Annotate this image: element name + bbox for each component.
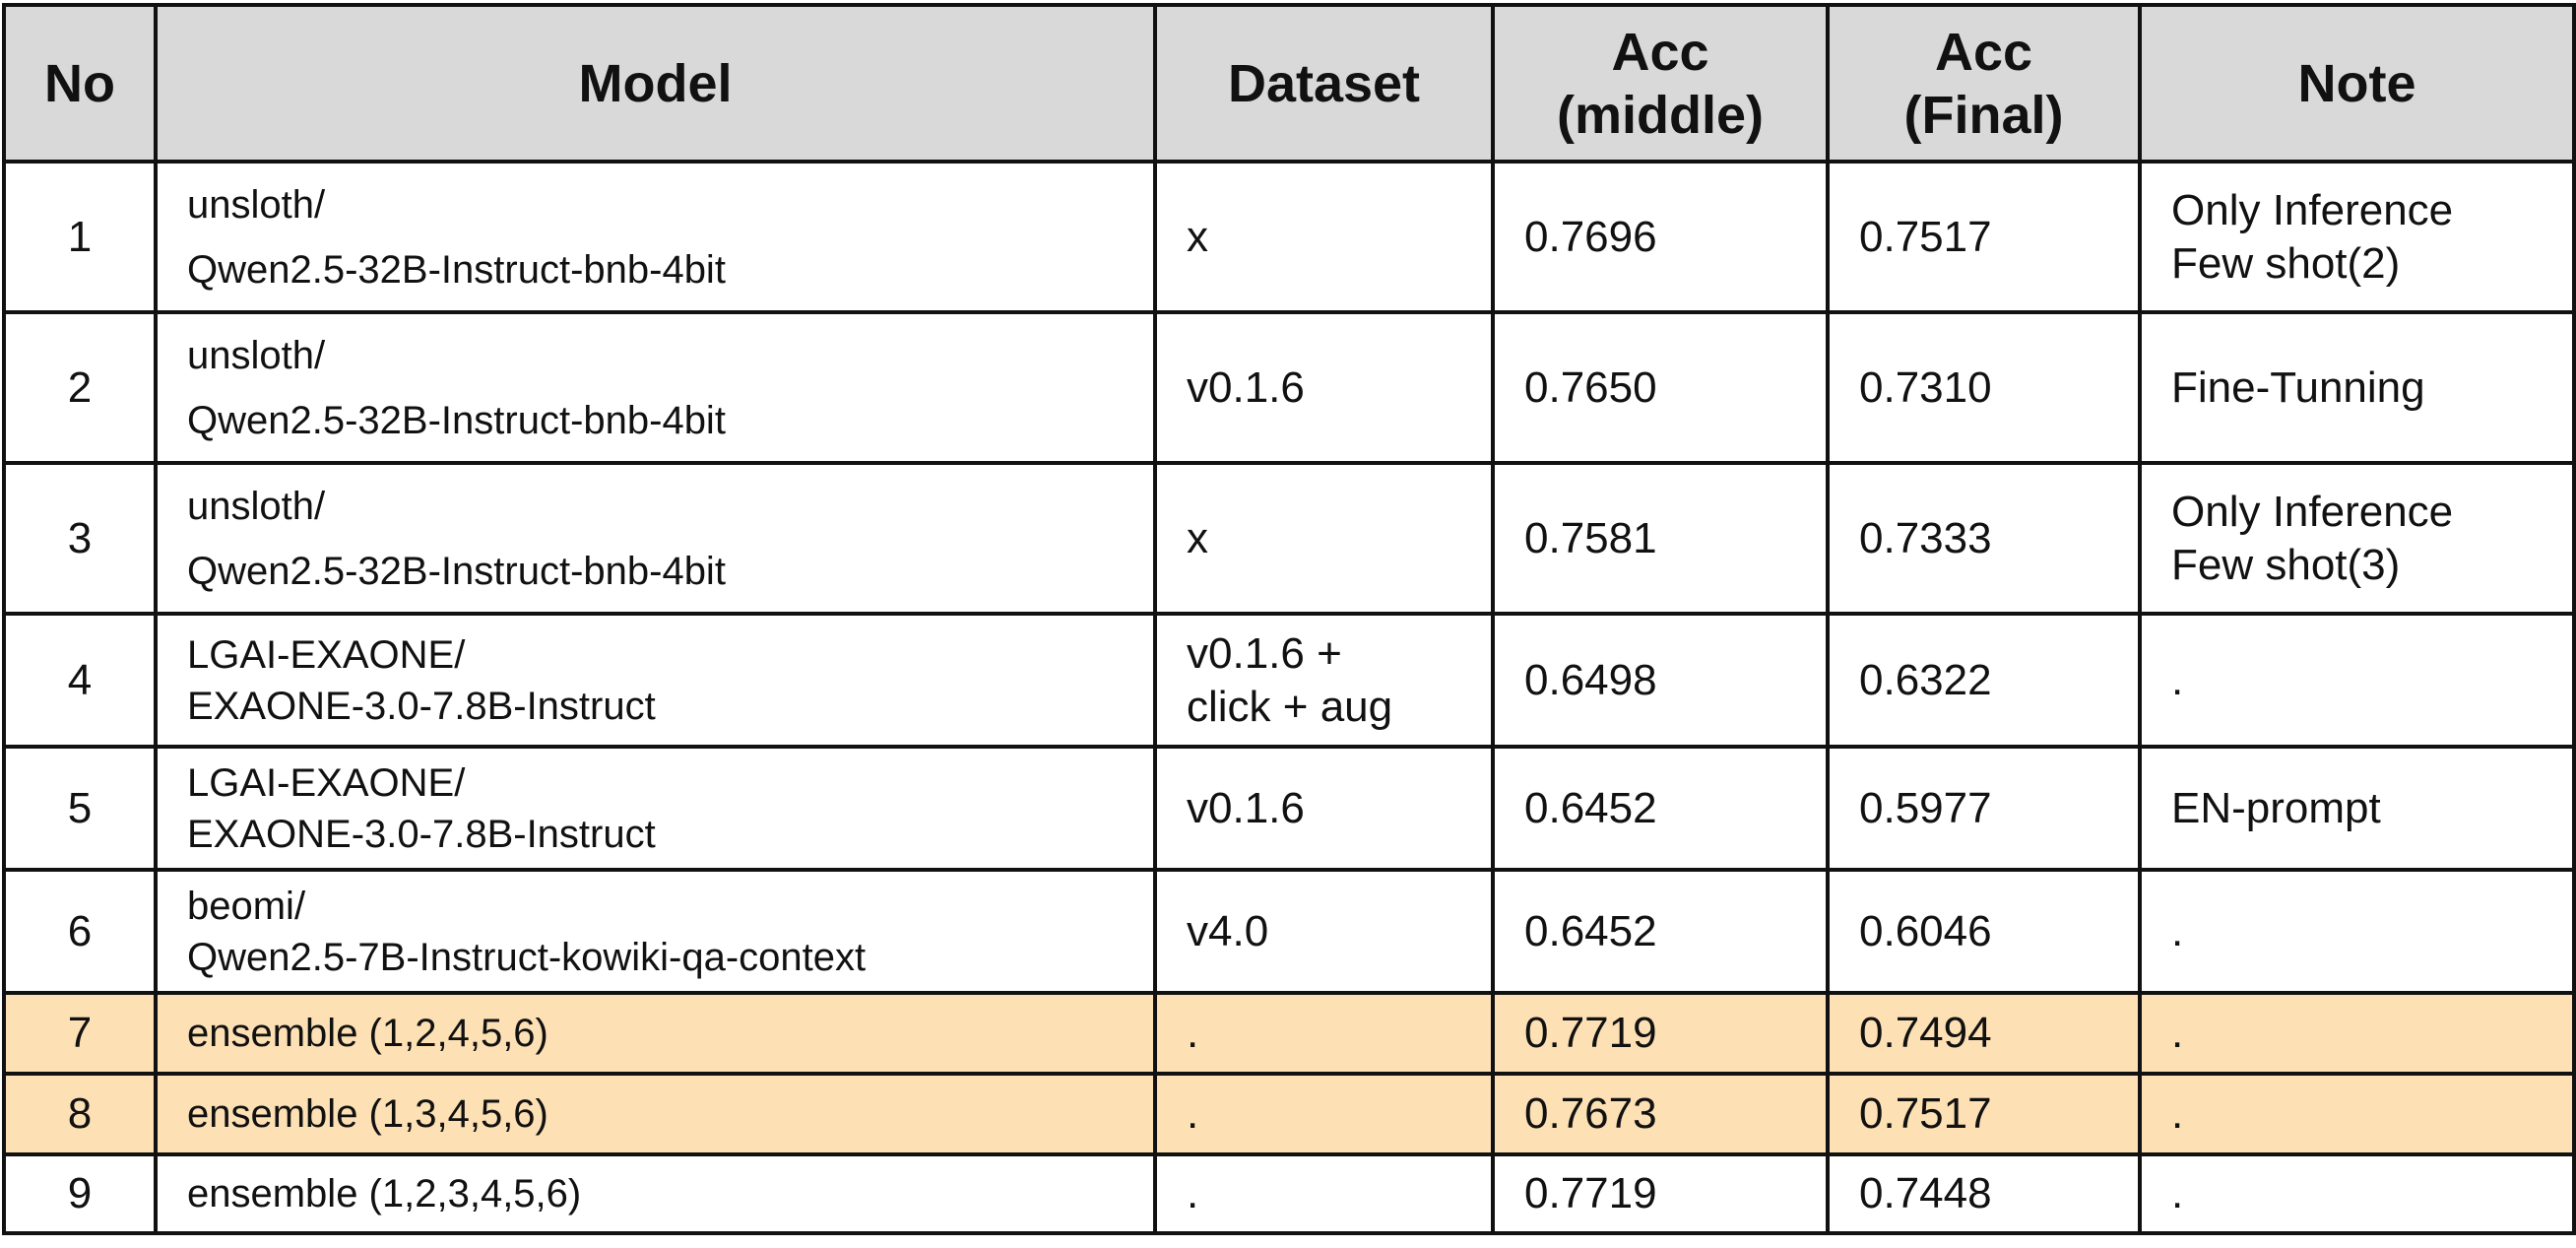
- cell-acc-middle: 0.6498: [1491, 612, 1830, 749]
- results-table-container: No Model Dataset Acc (middle) Acc (Final…: [2, 3, 2576, 1235]
- table-row: 1 unsloth/Qwen2.5-32B-Instruct-bnb-4bit x 0…: [2, 160, 2576, 314]
- cell-dataset: .: [1153, 1152, 1495, 1235]
- results-table: No Model Dataset Acc (middle) Acc (Final…: [2, 3, 2576, 1235]
- table-row: 3 unsloth/Qwen2.5-32B-Instruct-bnb-4bit x 0…: [2, 461, 2576, 616]
- cell-note: .: [2138, 991, 2576, 1076]
- cell-model: LGAI-EXAONE/EXAONE-3.0-7.8B-Instruct: [154, 612, 1157, 749]
- cell-model: ensemble (1,3,4,5,6): [154, 1072, 1157, 1156]
- table-body: 1 unsloth/Qwen2.5-32B-Instruct-bnb-4bit x 0…: [2, 160, 2576, 1235]
- cell-model: LGAI-EXAONE/EXAONE-3.0-7.8B-Instruct: [154, 745, 1157, 872]
- header-note: Note: [2138, 3, 2576, 164]
- header-row: No Model Dataset Acc (middle) Acc (Final…: [2, 3, 2576, 164]
- cell-acc-middle: 0.7719: [1491, 1152, 1830, 1235]
- cell-acc-middle: 0.7650: [1491, 310, 1830, 465]
- cell-acc-middle: 0.6452: [1491, 745, 1830, 872]
- cell-acc-final: 0.7448: [1826, 1152, 2142, 1235]
- header-no: No: [2, 3, 158, 164]
- cell-acc-middle: 0.7581: [1491, 461, 1830, 616]
- cell-dataset: v0.1.6 + click + aug: [1153, 612, 1495, 749]
- table-row: 4 LGAI-EXAONE/EXAONE-3.0-7.8B-Instruct v0.…: [2, 612, 2576, 749]
- cell-acc-middle: 0.6452: [1491, 868, 1830, 995]
- cell-no: 9: [2, 1152, 158, 1235]
- cell-model: ensemble (1,2,4,5,6): [154, 991, 1157, 1076]
- cell-model: unsloth/Qwen2.5-32B-Instruct-bnb-4bit: [154, 461, 1157, 616]
- header-acc-final: Acc (Final): [1826, 3, 2142, 164]
- cell-dataset: .: [1153, 1072, 1495, 1156]
- cell-no: 2: [2, 310, 158, 465]
- table-row: 6 beomi/Qwen2.5-7B-Instruct-kowiki-qa-con…: [2, 868, 2576, 995]
- cell-note: .: [2138, 868, 2576, 995]
- cell-no: 8: [2, 1072, 158, 1156]
- cell-model: unsloth/Qwen2.5-32B-Instruct-bnb-4bit: [154, 160, 1157, 314]
- cell-acc-middle: 0.7673: [1491, 1072, 1830, 1156]
- cell-dataset: v4.0: [1153, 868, 1495, 995]
- cell-no: 4: [2, 612, 158, 749]
- header-acc-middle: Acc (middle): [1491, 3, 1830, 164]
- cell-dataset: x: [1153, 160, 1495, 314]
- cell-model: unsloth/Qwen2.5-32B-Instruct-bnb-4bit: [154, 310, 1157, 465]
- cell-note: Only Inference Few shot(3): [2138, 461, 2576, 616]
- cell-no: 6: [2, 868, 158, 995]
- cell-note: Fine-Tunning: [2138, 310, 2576, 465]
- table-row: 5 LGAI-EXAONE/EXAONE-3.0-7.8B-Instruct v0.…: [2, 745, 2576, 872]
- cell-acc-final: 0.7517: [1826, 160, 2142, 314]
- cell-note: Only Inference Few shot(2): [2138, 160, 2576, 314]
- header-dataset: Dataset: [1153, 3, 1495, 164]
- cell-note: EN-prompt: [2138, 745, 2576, 872]
- table-row: 8 ensemble (1,3,4,5,6). 0.7673 0.7517.: [2, 1072, 2576, 1156]
- cell-no: 1: [2, 160, 158, 314]
- cell-no: 7: [2, 991, 158, 1076]
- cell-acc-final: 0.6322: [1826, 612, 2142, 749]
- cell-acc-final: 0.6046: [1826, 868, 2142, 995]
- cell-model: ensemble (1,2,3,4,5,6): [154, 1152, 1157, 1235]
- table-row: 2 unsloth/Qwen2.5-32B-Instruct-bnb-4bit v0…: [2, 310, 2576, 465]
- cell-no: 3: [2, 461, 158, 616]
- cell-acc-final: 0.5977: [1826, 745, 2142, 872]
- cell-model: beomi/Qwen2.5-7B-Instruct-kowiki-qa-cont…: [154, 868, 1157, 995]
- cell-dataset: v0.1.6: [1153, 310, 1495, 465]
- cell-acc-final: 0.7517: [1826, 1072, 2142, 1156]
- table-row: 7 ensemble (1,2,4,5,6). 0.7719 0.7494.: [2, 991, 2576, 1076]
- table-row: 9 ensemble (1,2,3,4,5,6). 0.7719 0.7448.: [2, 1152, 2576, 1235]
- cell-dataset: x: [1153, 461, 1495, 616]
- cell-note: .: [2138, 1072, 2576, 1156]
- cell-dataset: v0.1.6: [1153, 745, 1495, 872]
- header-model: Model: [154, 3, 1157, 164]
- cell-acc-final: 0.7494: [1826, 991, 2142, 1076]
- cell-no: 5: [2, 745, 158, 872]
- cell-acc-middle: 0.7719: [1491, 991, 1830, 1076]
- cell-note: .: [2138, 612, 2576, 749]
- cell-acc-final: 0.7310: [1826, 310, 2142, 465]
- cell-acc-middle: 0.7696: [1491, 160, 1830, 314]
- cell-note: .: [2138, 1152, 2576, 1235]
- cell-acc-final: 0.7333: [1826, 461, 2142, 616]
- cell-dataset: .: [1153, 991, 1495, 1076]
